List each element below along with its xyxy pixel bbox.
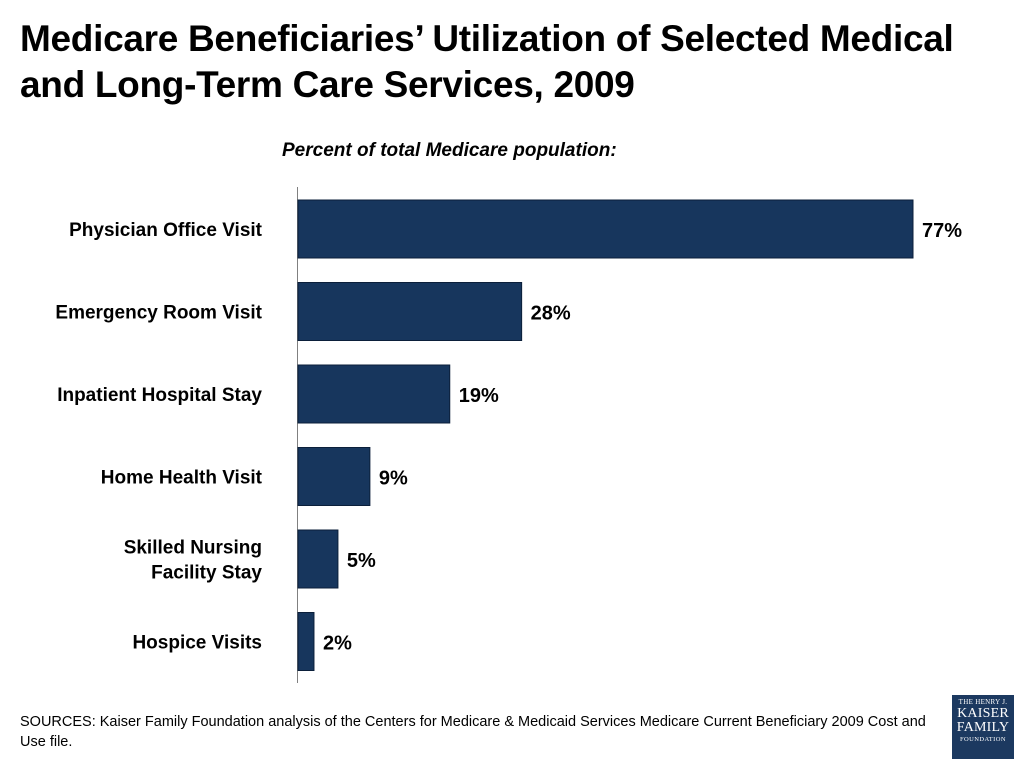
category-label-0: Physician Office Visit: [69, 220, 263, 241]
category-label-5: Hospice Visits: [132, 633, 262, 654]
value-label-2: 19%: [459, 385, 499, 407]
value-labels: 77% 28% 19% 9% 5% 2%: [323, 220, 962, 655]
category-label-4-line-1: Facility Stay: [151, 563, 262, 584]
logo-line-3: FAMILY: [956, 720, 1010, 735]
chart-title: Medicare Beneficiaries’ Utilization of S…: [20, 18, 954, 105]
kaiser-family-foundation-logo: THE HENRY J. KAISER FAMILY FOUNDATION: [952, 695, 1014, 759]
value-label-5: 2%: [323, 633, 352, 655]
category-label-4: Skilled Nursing Facility Stay: [124, 538, 263, 584]
logo-line-1: THE HENRY J.: [958, 698, 1008, 706]
category-label-5-line-0: Hospice Visits: [132, 633, 262, 654]
bar-0: [297, 199, 914, 259]
category-label-2-line-0: Inpatient Hospital Stay: [57, 385, 262, 406]
category-label-0-line-0: Physician Office Visit: [69, 220, 263, 241]
bars-group: [297, 199, 914, 671]
logo-line-4: FOUNDATION: [960, 736, 1006, 743]
category-label-3-line-0: Home Health Visit: [101, 468, 263, 489]
value-label-4: 5%: [347, 550, 376, 572]
bar-3: [297, 447, 371, 506]
value-label-1: 28%: [531, 303, 571, 325]
sources-note: SOURCES: Kaiser Family Foundation analys…: [20, 714, 926, 750]
bar-5: [297, 612, 315, 671]
category-labels: Physician Office Visit Emergency Room Vis…: [55, 220, 262, 654]
category-label-1-line-0: Emergency Room Visit: [55, 303, 262, 324]
bar-4: [297, 529, 339, 589]
category-label-3: Home Health Visit: [101, 468, 263, 489]
value-label-3: 9%: [379, 468, 408, 490]
logo-line-2: KAISER: [957, 706, 1009, 721]
category-label-4-line-0: Skilled Nursing: [124, 538, 262, 559]
bar-2: [297, 364, 451, 424]
category-label-2: Inpatient Hospital Stay: [57, 385, 262, 406]
category-label-1: Emergency Room Visit: [55, 303, 262, 324]
bar-1: [297, 282, 523, 341]
value-label-0: 77%: [922, 220, 962, 242]
chart-subtitle: Percent of total Medicare population:: [282, 140, 617, 161]
